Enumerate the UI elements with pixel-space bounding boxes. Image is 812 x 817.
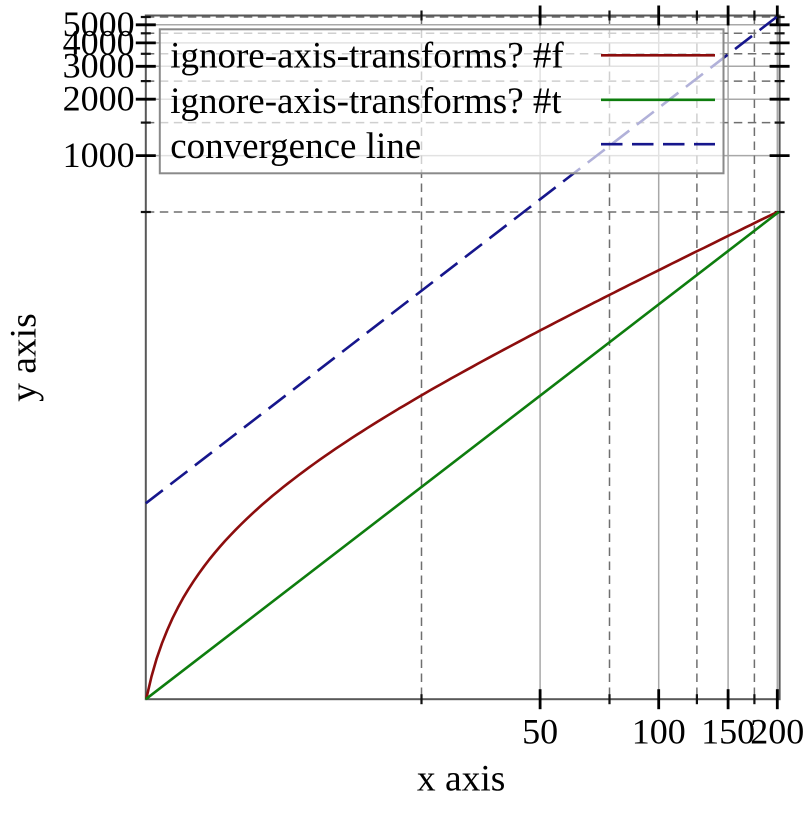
svg-text:1000: 1000	[63, 135, 135, 175]
svg-text:50: 50	[522, 712, 558, 752]
svg-text:100: 100	[632, 712, 686, 752]
svg-text:200: 200	[750, 712, 804, 752]
svg-text:x axis: x axis	[417, 759, 506, 800]
svg-text:y axis: y axis	[4, 313, 45, 402]
svg-text:ignore-axis-transforms? #f: ignore-axis-transforms? #f	[170, 36, 564, 77]
svg-text:4000: 4000	[63, 22, 135, 62]
svg-text:150: 150	[701, 712, 755, 752]
svg-text:ignore-axis-transforms? #t: ignore-axis-transforms? #t	[170, 81, 562, 122]
svg-text:convergence line: convergence line	[170, 126, 421, 167]
svg-text:2000: 2000	[63, 79, 135, 119]
svg-text:5000: 5000	[63, 4, 135, 44]
svg-text:3000: 3000	[63, 46, 135, 86]
